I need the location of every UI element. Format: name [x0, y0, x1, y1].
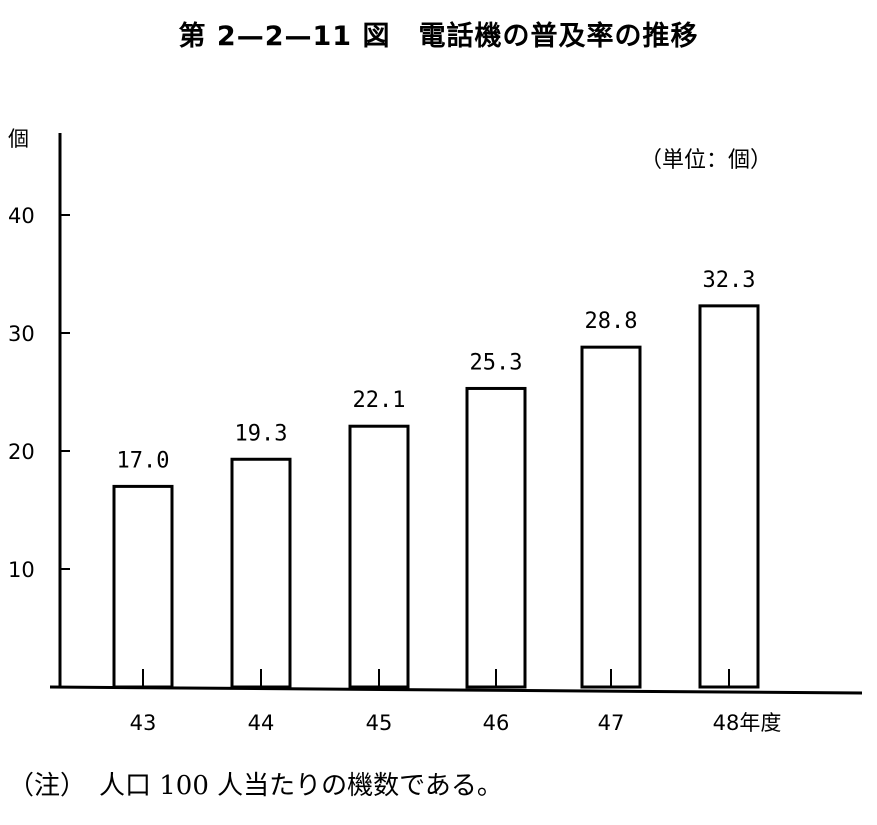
bar-value-label: 28.8: [585, 309, 638, 334]
x-category-label: 48年度: [713, 711, 782, 735]
value-labels: 17.0 19.3 22.1 25.3 28.8 32.3: [117, 268, 756, 474]
y-tick-label: 40: [8, 204, 35, 228]
bar-chart: 個 10 20 30 40 17.0 19.3 22.1 25.3 28.8 32.3 43 44…: [8, 127, 863, 735]
x-category-label: 46: [483, 711, 510, 735]
y-axis-unit-label: 個: [8, 127, 29, 151]
x-category-label: 47: [598, 711, 625, 735]
bar: [698, 304, 760, 689]
chart-title: 第 2—2—11 図 電話機の普及率の推移: [178, 21, 699, 52]
bar-value-label: 25.3: [470, 350, 523, 375]
x-category-label: 43: [130, 711, 157, 735]
bar: [230, 457, 292, 689]
bar-value-label: 19.3: [235, 421, 288, 446]
bar-value-label: 22.1: [353, 388, 406, 413]
y-ticks: 10 20 30 40: [8, 204, 70, 582]
bar-value-label: 17.0: [117, 448, 170, 473]
footnote: （注） 人口 100 人当たりの機数である。: [8, 771, 503, 801]
x-category-label: 45: [366, 711, 393, 735]
bar: [580, 345, 642, 689]
y-tick-label: 10: [8, 558, 35, 582]
unit-label: （単位：個）: [640, 148, 773, 173]
bars: [112, 304, 760, 689]
x-category-label: 44: [248, 711, 275, 735]
x-axis: [49, 685, 863, 695]
y-tick-label: 30: [8, 322, 35, 346]
bar: [112, 484, 174, 689]
y-tick-label: 20: [8, 440, 35, 464]
category-labels: 43 44 45 46 47 48年度: [130, 711, 782, 735]
bar: [465, 386, 527, 689]
bar: [348, 424, 410, 689]
bar-value-label: 32.3: [703, 268, 756, 293]
